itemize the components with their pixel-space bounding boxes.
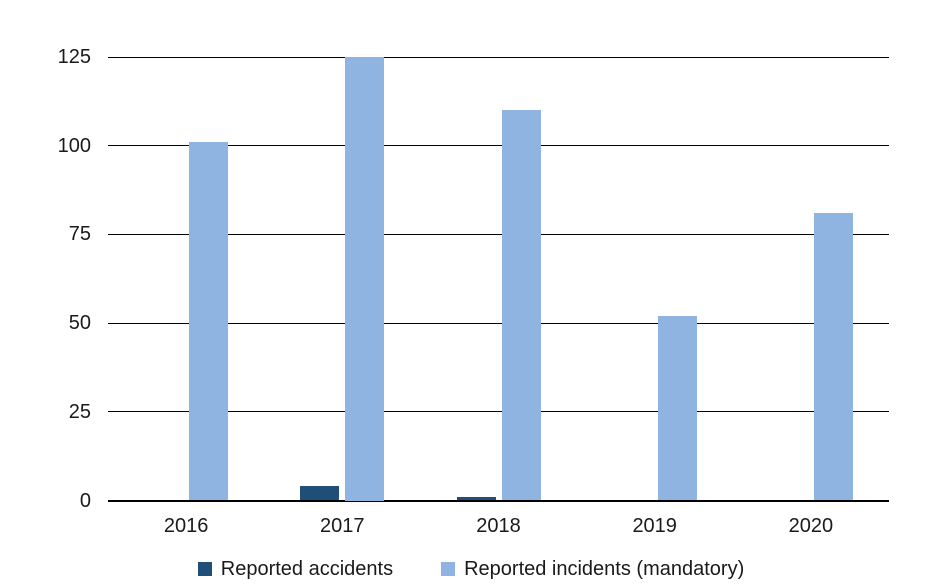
x-axis-category-label: 2016 (163, 515, 209, 537)
bar-incidents-2016 (189, 142, 229, 501)
legend-item-accidents: Reported accidents (197, 557, 394, 581)
gridline (108, 145, 889, 147)
y-axis-tick-label: 125 (57, 46, 91, 68)
x-axis-category-label: 2017 (320, 515, 365, 537)
y-axis-tick-label: 0 (79, 489, 91, 512)
legend: Reported accidents Reported incidents (m… (0, 557, 942, 581)
bar-accidents-2017 (300, 486, 340, 501)
bar-incidents-2019 (657, 316, 697, 501)
x-axis-category-label: 2020 (788, 515, 834, 537)
accidents-swatch-icon (197, 562, 212, 576)
x-axis-category-label: 2018 (476, 515, 521, 537)
x-axis-category-label: 2019 (632, 515, 677, 537)
x-axis-line (108, 499, 889, 502)
y-axis-tick-label: 50 (68, 312, 91, 335)
y-axis-tick-label: 100 (57, 134, 91, 157)
gridline (108, 322, 889, 324)
bar-accidents-2018 (456, 496, 496, 501)
gridline (108, 233, 889, 235)
bar-incidents-2020 (813, 213, 853, 501)
legend-item-incidents: Reported incidents (mandatory) (441, 557, 744, 581)
y-axis-tick-label: 25 (68, 400, 91, 423)
y-axis-tick-label: 75 (68, 223, 91, 246)
bar-incidents-2017 (345, 57, 385, 501)
gridline (108, 411, 889, 413)
gridline (108, 56, 889, 58)
legend-label-accidents: Reported accidents (220, 558, 394, 580)
legend-label-incidents: Reported incidents (mandatory) (464, 558, 745, 580)
incidents-swatch-icon (441, 562, 456, 576)
bar-incidents-2018 (501, 110, 541, 501)
